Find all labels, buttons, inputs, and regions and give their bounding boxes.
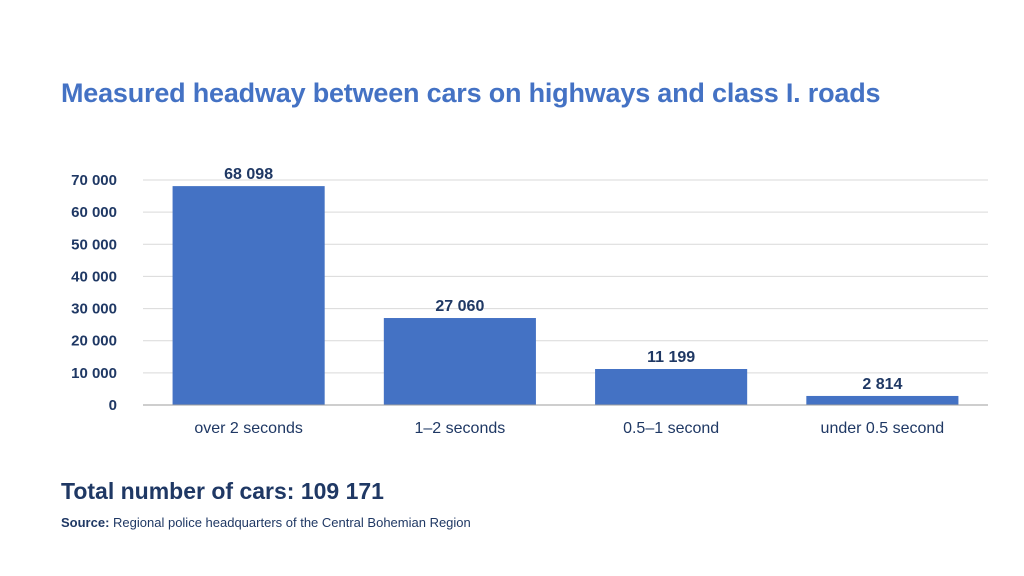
- y-tick-label: 60 000: [71, 204, 117, 221]
- bar: [172, 186, 325, 405]
- chart-title: Measured headway between cars on highway…: [61, 78, 881, 108]
- y-axis-ticks: 0 10 000 20 000 30 000 40 000 50 000 60 000 70 …: [71, 172, 117, 414]
- x-category-label: 1–2 seconds: [415, 420, 506, 437]
- data-labels: 68 098 27 060 11 199 2 814: [224, 166, 902, 393]
- y-tick-label: 50 000: [71, 236, 117, 253]
- total-cars: Total number of cars: 109 171: [61, 478, 384, 504]
- source-label: Source:: [61, 515, 110, 530]
- source-text: Regional police headquarters of the Cent…: [113, 515, 471, 530]
- x-axis-categories: over 2 seconds 1–2 seconds 0.5–1 second und…: [194, 420, 944, 437]
- x-category-label: over 2 seconds: [194, 420, 303, 437]
- y-tick-label: 10 000: [71, 365, 117, 382]
- bars: [172, 186, 959, 405]
- y-tick-label: 30 000: [71, 301, 117, 318]
- data-label: 2 814: [862, 376, 902, 393]
- source-line: Source: Regional police headquarters of …: [61, 515, 471, 530]
- y-tick-label: 70 000: [71, 172, 117, 189]
- bar: [806, 395, 959, 405]
- data-label: 11 199: [647, 349, 695, 366]
- bar: [383, 318, 536, 405]
- data-label: 27 060: [435, 298, 484, 315]
- y-tick-label: 40 000: [71, 268, 117, 285]
- y-tick-label: 20 000: [71, 333, 117, 350]
- bar: [595, 369, 748, 405]
- data-label: 68 098: [224, 166, 273, 183]
- y-tick-label: 0: [109, 397, 117, 414]
- x-category-label: under 0.5 second: [821, 420, 945, 437]
- x-category-label: 0.5–1 second: [623, 420, 719, 437]
